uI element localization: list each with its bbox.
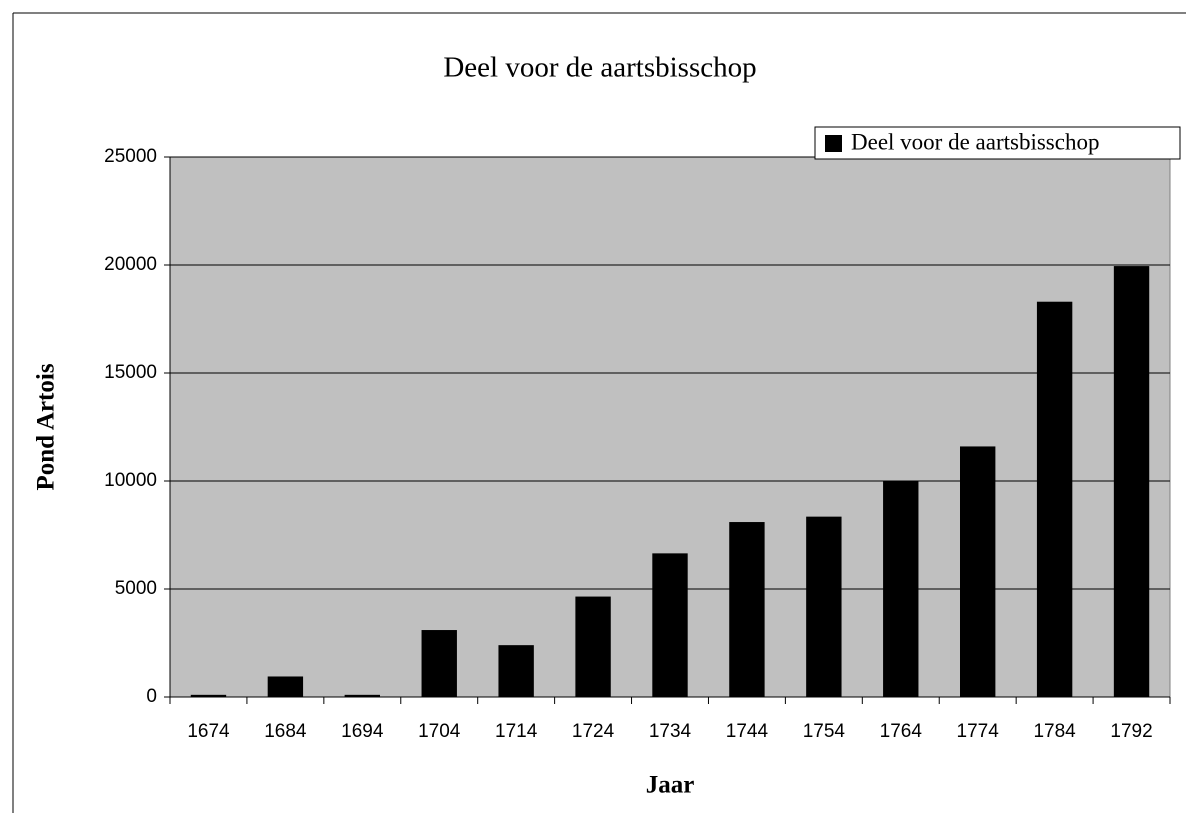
y-tick-label: 15000 (104, 362, 157, 383)
x-tick-label: 1744 (726, 721, 769, 742)
x-tick-label: 1764 (880, 721, 923, 742)
bar (960, 446, 996, 697)
bar (421, 630, 457, 697)
x-tick-label: 1792 (1110, 721, 1152, 742)
bar (344, 694, 380, 697)
y-tick-label: 5000 (115, 578, 157, 599)
x-tick-label: 1674 (187, 721, 230, 742)
x-tick-label: 1784 (1033, 721, 1076, 742)
bar (1113, 266, 1150, 697)
legend-label: Deel voor de aartsbisschop (851, 129, 1099, 154)
bar (267, 676, 304, 697)
x-tick-label: 1704 (418, 721, 461, 742)
chart-title: Deel voor de aartsbisschop (443, 52, 756, 84)
bar (883, 481, 919, 697)
bar (498, 645, 534, 697)
x-tick-label: 1684 (264, 721, 307, 742)
bar (575, 596, 611, 697)
legend-box (814, 126, 1181, 160)
bar (729, 522, 765, 697)
x-axis-label: Jaar (646, 772, 695, 799)
bar (806, 516, 842, 697)
x-tick-label: 1714 (495, 721, 538, 742)
bar (652, 553, 688, 697)
y-tick-label: 0 (146, 686, 157, 707)
y-tick-label: 25000 (104, 146, 157, 167)
x-tick-label: 1694 (341, 721, 384, 742)
legend-marker (825, 135, 842, 152)
y-axis-label: Pond Artois (33, 363, 60, 490)
bar (190, 694, 227, 697)
y-tick-label: 20000 (104, 254, 157, 275)
x-tick-label: 1734 (649, 721, 692, 742)
x-tick-label: 1724 (572, 721, 615, 742)
x-tick-label: 1754 (803, 721, 846, 742)
y-tick-label: 10000 (104, 470, 157, 491)
bar (1036, 301, 1073, 697)
x-tick-label: 1774 (957, 721, 1000, 742)
